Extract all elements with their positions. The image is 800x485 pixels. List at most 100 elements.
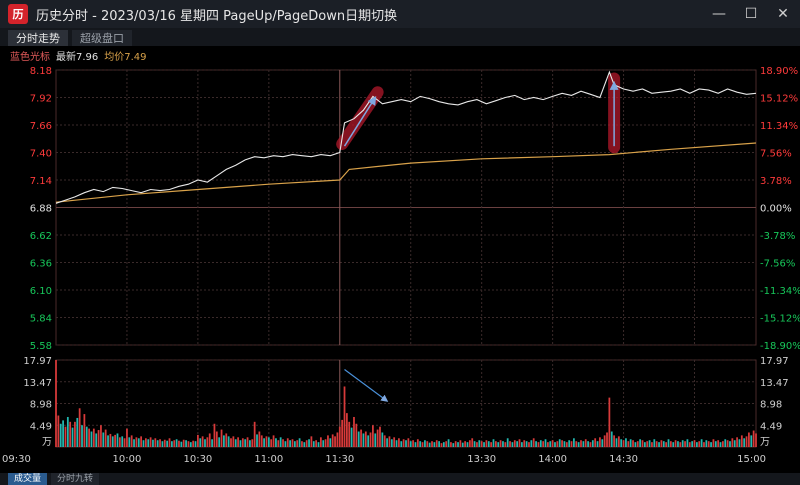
volume-bar bbox=[563, 441, 566, 447]
highlight-stroke bbox=[336, 86, 384, 151]
volume-bar bbox=[736, 437, 738, 447]
volume-bar bbox=[152, 439, 154, 447]
volume-bar bbox=[343, 386, 346, 447]
volume-bar bbox=[126, 428, 128, 447]
volume-bar bbox=[565, 442, 568, 447]
volume-bar bbox=[383, 435, 386, 447]
minimize-icon[interactable]: — bbox=[712, 6, 726, 22]
title-bar: 历 历史分时 - 2023/03/16 星期四 PageUp/PageDown日… bbox=[0, 0, 800, 28]
volume-bar bbox=[603, 435, 606, 447]
window-title: 历史分时 - 2023/03/16 星期四 PageUp/PageDown日期切… bbox=[36, 8, 398, 24]
volume-bar bbox=[345, 413, 348, 447]
volume-bar bbox=[426, 441, 429, 447]
volume-bar bbox=[83, 414, 86, 447]
volume-bar bbox=[494, 441, 497, 447]
volume-bar bbox=[620, 439, 623, 447]
volume-bar bbox=[97, 430, 100, 447]
volume-bar bbox=[118, 437, 121, 447]
volume-bar bbox=[241, 438, 244, 447]
volume-bar bbox=[473, 441, 476, 447]
volume-bar bbox=[244, 439, 247, 447]
view-tabs: 分时走势 超级盘口 bbox=[0, 28, 800, 46]
volume-bar bbox=[745, 436, 748, 447]
volume-bar bbox=[201, 436, 204, 447]
volume-bar bbox=[76, 417, 79, 447]
tab-nine-turn[interactable]: 分时九转 bbox=[51, 473, 100, 485]
volume-bar bbox=[748, 432, 750, 447]
volume-bar bbox=[263, 438, 265, 447]
volume-bar bbox=[516, 441, 519, 447]
volume-bar bbox=[407, 438, 410, 447]
volume-bar bbox=[253, 421, 256, 447]
volume-bar bbox=[265, 436, 268, 447]
volume-bar bbox=[62, 420, 64, 447]
volume-bar bbox=[338, 426, 341, 447]
volume-bar bbox=[293, 441, 296, 447]
volume-bar bbox=[596, 441, 599, 447]
close-icon[interactable]: ✕ bbox=[777, 6, 789, 22]
pct-tick-label: -18.90% bbox=[760, 341, 800, 352]
volume-bar bbox=[627, 441, 630, 447]
volume-bar bbox=[185, 440, 187, 447]
volume-bar bbox=[502, 441, 504, 447]
volume-bar bbox=[303, 442, 306, 447]
volume-bar bbox=[632, 440, 634, 447]
volume-bar bbox=[660, 440, 663, 447]
price-line bbox=[55, 70, 757, 204]
volume-bar bbox=[476, 442, 478, 447]
volume-bar bbox=[688, 442, 691, 447]
tab-intraday[interactable]: 分时走势 bbox=[8, 30, 68, 46]
volume-bar bbox=[634, 442, 637, 447]
volume-bar bbox=[367, 435, 370, 447]
bottom-tabs: 成交量 分时九转 bbox=[0, 473, 800, 485]
volume-tick-label-right: 13.47 bbox=[760, 378, 789, 389]
volume-bar bbox=[85, 426, 88, 447]
volume-bar bbox=[166, 440, 169, 447]
intraday-chart[interactable]: 8.18 18.90% 7.92 15.12% 7.66 11.34% 7.40 7.56% 7… bbox=[0, 64, 800, 473]
volume-bar bbox=[695, 442, 698, 447]
volume-bar bbox=[341, 419, 344, 447]
volume-bar bbox=[530, 440, 533, 447]
volume-bar bbox=[74, 421, 76, 447]
volume-bar bbox=[599, 437, 601, 447]
volume-bar bbox=[149, 437, 152, 447]
volume-bar bbox=[312, 441, 315, 447]
volume-bar bbox=[435, 440, 438, 447]
volume-bar bbox=[684, 441, 686, 447]
volume-bar bbox=[646, 441, 649, 447]
time-tick-label: 14:00 bbox=[538, 454, 567, 465]
volume-bar bbox=[92, 428, 95, 447]
volume-bar bbox=[64, 426, 67, 447]
price-tick-label: 6.88 bbox=[30, 204, 52, 215]
volume-bar bbox=[213, 423, 216, 447]
volume-bar bbox=[511, 442, 514, 447]
volume-bar bbox=[662, 441, 665, 447]
volume-bar bbox=[154, 438, 157, 447]
volume-bar bbox=[714, 441, 717, 447]
volume-bar bbox=[206, 437, 209, 447]
time-tick-label: 11:30 bbox=[325, 454, 354, 465]
volume-bar bbox=[161, 441, 164, 447]
pct-tick-label: -7.56% bbox=[760, 259, 795, 270]
volume-bar bbox=[525, 441, 528, 447]
volume-bar bbox=[648, 440, 651, 447]
tab-super-orderbook[interactable]: 超级盘口 bbox=[72, 30, 132, 46]
pct-tick-label: -3.78% bbox=[760, 231, 795, 242]
volume-bar bbox=[81, 425, 83, 447]
volume-bar bbox=[752, 430, 755, 447]
volume-bar bbox=[499, 440, 502, 447]
volume-bar bbox=[398, 438, 400, 447]
tab-volume[interactable]: 成交量 bbox=[8, 473, 48, 485]
volume-bar bbox=[168, 438, 171, 447]
volume-bar bbox=[421, 442, 424, 447]
volume-bar bbox=[655, 441, 658, 447]
volume-bar bbox=[204, 439, 206, 447]
volume-bar bbox=[518, 439, 521, 447]
cursor-label[interactable]: 蓝色光标 bbox=[10, 51, 50, 63]
volume-unit-label: 万 bbox=[42, 437, 52, 448]
volume-bar bbox=[643, 442, 646, 447]
maximize-icon[interactable]: ☐ bbox=[744, 6, 758, 22]
volume-bar bbox=[135, 437, 138, 447]
volume-bar bbox=[428, 442, 431, 447]
volume-bar bbox=[379, 426, 381, 447]
